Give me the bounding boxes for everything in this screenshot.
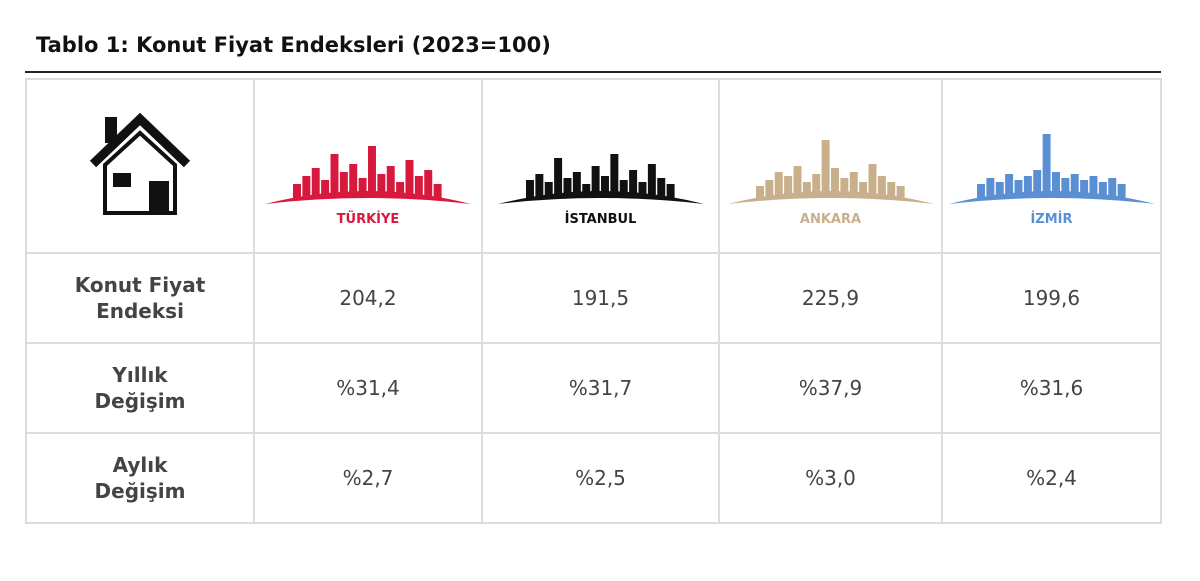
- value: %2,7: [342, 466, 394, 490]
- row-label-cell: Aylık Değişim: [25, 432, 255, 524]
- value-cell: %3,0: [718, 432, 943, 524]
- skyline-icon: [948, 133, 1155, 204]
- city-header-cell: İSTANBUL: [481, 78, 720, 254]
- row-label: Yıllık Değişim: [94, 363, 186, 413]
- value: %31,6: [1019, 376, 1084, 400]
- title-rule: [25, 71, 1161, 73]
- city-name: İSTANBUL: [564, 211, 637, 227]
- value-cell: 204,2: [253, 252, 483, 344]
- skyline-icon: [727, 139, 934, 204]
- row-label: Konut Fiyat Endeksi: [74, 273, 206, 323]
- value: %2,5: [575, 466, 626, 490]
- value-cell: %2,4: [941, 432, 1162, 524]
- data-row: Konut Fiyat Endeksi 204,2 191,5 225,9 199,6: [25, 252, 1162, 344]
- city-header-cell: ANKARA: [718, 78, 943, 254]
- value: 204,2: [339, 286, 397, 310]
- city-name: TÜRKİYE: [336, 211, 400, 227]
- value-cell: 225,9: [718, 252, 943, 344]
- skyline-icon: [497, 153, 704, 204]
- data-row: Yıllık Değişim %31,4 %31,7 %37,9 %31,6: [25, 342, 1162, 434]
- row-label-cell: Konut Fiyat Endeksi: [25, 252, 255, 344]
- data-row: Aylık Değişim %2,7 %2,5 %3,0 %2,4: [25, 432, 1162, 524]
- value: 191,5: [571, 286, 630, 310]
- value: %31,4: [336, 376, 400, 400]
- value-cell: 199,6: [941, 252, 1162, 344]
- city-header-cell: TÜRKİYE: [253, 78, 483, 254]
- city-name: ANKARA: [799, 211, 862, 227]
- skyline-icon: [265, 145, 471, 204]
- value-cell: %31,4: [253, 342, 483, 434]
- city-name: İZMİR: [1030, 211, 1073, 227]
- city-header-cell: İZMİR: [941, 78, 1162, 254]
- value-cell: %2,7: [253, 432, 483, 524]
- value-cell: 191,5: [481, 252, 720, 344]
- value-cell: %2,5: [481, 432, 720, 524]
- value: 225,9: [801, 286, 860, 310]
- house-icon-cell: [25, 78, 255, 254]
- value-cell: %31,6: [941, 342, 1162, 434]
- row-label-cell: Yıllık Değişim: [25, 342, 255, 434]
- value-cell: %31,7: [481, 342, 720, 434]
- value-cell: %37,9: [718, 342, 943, 434]
- value: %2,4: [1026, 466, 1077, 490]
- value: %3,0: [805, 466, 856, 490]
- row-label: Aylık Değişim: [94, 453, 186, 503]
- value: %37,9: [798, 376, 863, 400]
- house-icon: [89, 112, 191, 215]
- value: 199,6: [1022, 286, 1081, 310]
- index-table: TÜRKİYE İSTANBUL ANKARA İZMİR Konut Fiyat E…: [25, 78, 1162, 524]
- value: %31,7: [568, 376, 633, 400]
- table-title: Tablo 1: Konut Fiyat Endeksleri (2023=10…: [36, 33, 551, 57]
- header-row: TÜRKİYE İSTANBUL ANKARA İZMİR: [25, 78, 1162, 254]
